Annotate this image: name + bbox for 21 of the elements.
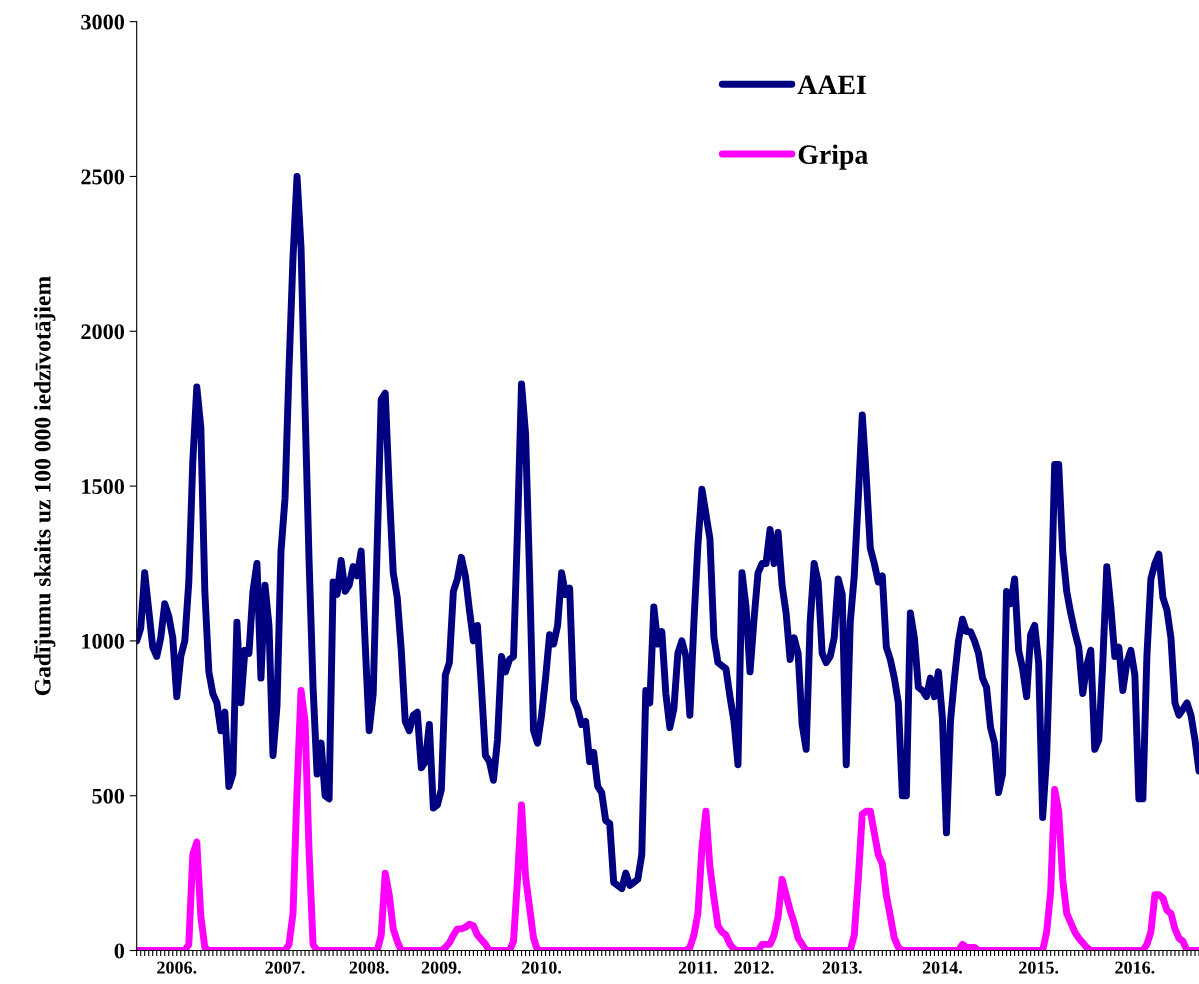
y-axis-title: Gadījumu skaits uz 100 000 iedzīvotājiem: [34, 276, 56, 696]
x-tick-label: 2012.: [734, 961, 774, 974]
y-tick-label: 1000: [82, 633, 125, 649]
legend-label: Gripa: [798, 144, 868, 170]
x-tick-label: 2007.: [265, 961, 305, 974]
x-tick-label: 2015.: [1019, 961, 1059, 974]
x-tick-label: 2014.: [922, 961, 962, 974]
x-tick-label: 2011.: [678, 961, 717, 974]
y-tick-label: 0: [114, 943, 125, 959]
y-tick-label: 500: [92, 788, 125, 804]
x-tick-label: 2010.: [522, 961, 562, 974]
y-tick-label: 2500: [81, 169, 125, 185]
x-tick-label: 2009.: [421, 961, 461, 974]
y-tick-label: 1500: [82, 479, 125, 495]
x-tick-label: 2016.: [1115, 961, 1155, 974]
x-tick-label: 2013.: [822, 961, 862, 974]
legend-label: AAEI: [797, 75, 866, 94]
x-tick-label: 2006.: [157, 961, 197, 974]
y-tick-label: 2000: [81, 324, 125, 340]
x-tick-label: 2008.: [349, 961, 389, 974]
y-tick-label: 3000: [81, 14, 125, 30]
